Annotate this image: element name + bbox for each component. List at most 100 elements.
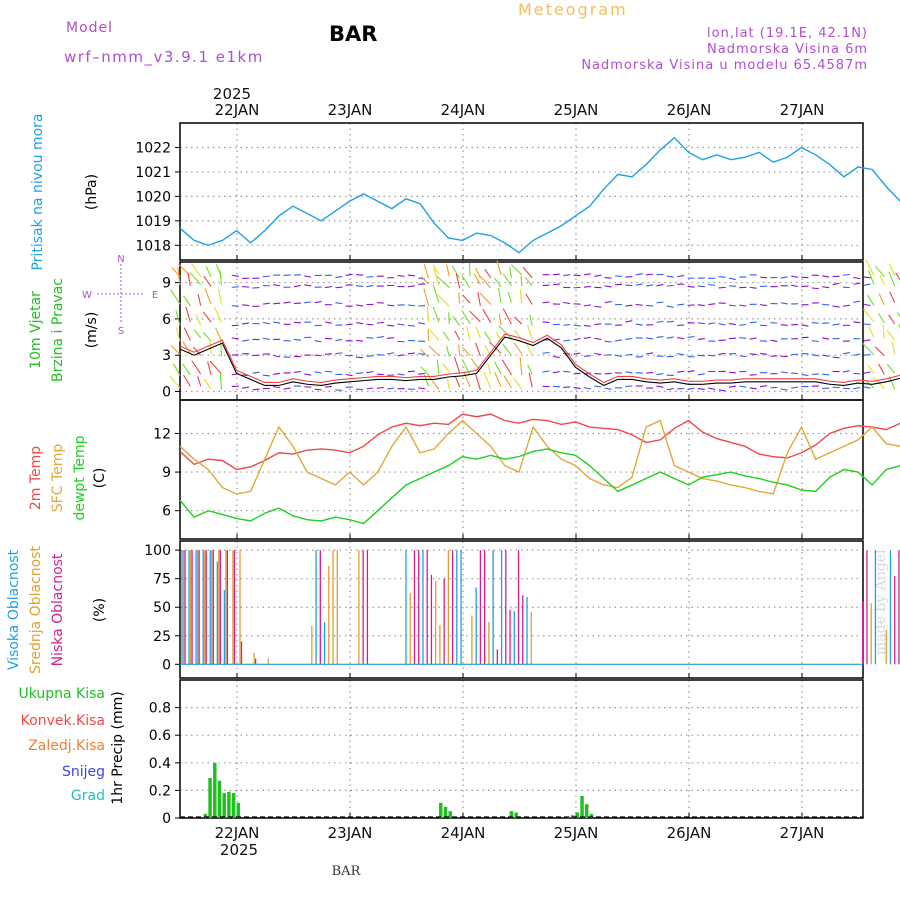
wind-arrow bbox=[889, 263, 896, 276]
wind-arrow bbox=[304, 301, 312, 304]
precip-legend-2: Zaledj.Kisa bbox=[28, 738, 105, 754]
precip-bar bbox=[213, 762, 217, 818]
wind-gust-line bbox=[179, 333, 900, 384]
wind-arrow bbox=[376, 321, 384, 324]
wind-arrow bbox=[822, 337, 830, 340]
wind-arrow bbox=[356, 388, 364, 391]
wind-arrow bbox=[594, 385, 602, 388]
wind-arrow bbox=[262, 321, 270, 325]
wind-arrow bbox=[625, 371, 633, 374]
wind-arrow bbox=[625, 304, 633, 307]
wind-arrow bbox=[455, 273, 461, 289]
wind-arrow bbox=[739, 304, 747, 307]
wind-arrow bbox=[443, 331, 450, 342]
wind-arrow bbox=[335, 286, 343, 289]
wind-arrow bbox=[739, 337, 747, 339]
precip-legend-3: Snijeg bbox=[62, 764, 105, 780]
wind-arrow bbox=[656, 336, 664, 339]
bottom-day-label: 23JAN bbox=[328, 824, 373, 842]
precip-bar bbox=[514, 812, 518, 818]
wind-arrow bbox=[387, 324, 395, 327]
precip-legend-0: Ukupna Kisa bbox=[18, 686, 105, 702]
wind-arrow bbox=[454, 376, 461, 387]
wind-arrow bbox=[494, 361, 502, 375]
wind-arrow bbox=[242, 322, 250, 325]
wind-arrow bbox=[687, 285, 695, 288]
wind-arrow bbox=[183, 295, 191, 307]
cloud-axis-label-2: Srednja Oblacnost bbox=[28, 546, 44, 674]
wind-arrow bbox=[242, 286, 250, 288]
temp-axis-label-3: dewpt Temp bbox=[72, 435, 88, 520]
wind-arrow bbox=[273, 302, 281, 305]
wind-arrow bbox=[461, 275, 471, 289]
precip-legend-4: Grad bbox=[71, 788, 105, 804]
wind-arrow bbox=[324, 285, 333, 289]
model-name: wrf–nmm_v3.9.1 e1km bbox=[64, 48, 264, 66]
wind-arrow bbox=[191, 360, 202, 375]
wind-arrow bbox=[583, 325, 591, 327]
wind-arrow bbox=[437, 294, 450, 307]
wind-arrow bbox=[594, 337, 602, 340]
wind-arrow bbox=[262, 337, 270, 340]
wind-arrow bbox=[878, 363, 885, 375]
y-tick-label: 1019 bbox=[135, 214, 171, 230]
wind-arrow bbox=[759, 304, 768, 307]
wind-arrow bbox=[728, 371, 737, 374]
bottom-day-label: 27JAN bbox=[780, 824, 825, 842]
wind-arrow bbox=[448, 312, 450, 325]
wind-arrow bbox=[563, 274, 571, 277]
y-tick-label: 1022 bbox=[135, 140, 171, 156]
wind-arrow bbox=[635, 323, 643, 326]
wind-arrow bbox=[487, 363, 492, 375]
wind-arrow bbox=[513, 378, 523, 390]
wind-arrow bbox=[418, 353, 426, 355]
wind-arrow bbox=[863, 276, 871, 279]
wind-arrow bbox=[760, 276, 768, 279]
wind-arrow bbox=[853, 353, 861, 356]
y-tick-label: 25 bbox=[153, 629, 171, 645]
wind-arrow bbox=[604, 285, 612, 288]
wind-arrow bbox=[708, 354, 716, 357]
wind-arrow bbox=[868, 326, 875, 338]
temp-unit-label: (C) bbox=[92, 468, 108, 489]
wind-arrow bbox=[594, 305, 602, 308]
wind-arrow bbox=[862, 308, 875, 323]
precip-bar bbox=[439, 802, 443, 818]
model-label: Model bbox=[66, 20, 114, 36]
wind-arrow bbox=[687, 387, 695, 390]
wind-arrow bbox=[875, 265, 885, 278]
wind-arrow bbox=[293, 321, 301, 324]
bottom-day-label: 24JAN bbox=[441, 824, 486, 842]
wind-arrow bbox=[718, 286, 726, 289]
wind-arrow bbox=[822, 354, 830, 357]
wind-arrow bbox=[387, 387, 395, 390]
precip-bar bbox=[575, 812, 580, 818]
wind-arrow bbox=[583, 304, 591, 307]
wind-arrow bbox=[231, 337, 239, 340]
wind-arrow bbox=[356, 322, 364, 325]
wind-arrow bbox=[853, 276, 861, 280]
wind-arrow bbox=[878, 293, 885, 306]
wind-arrow bbox=[366, 336, 374, 339]
wind-arrow bbox=[407, 324, 415, 327]
wind-arrow bbox=[528, 372, 533, 388]
wind-arrow bbox=[832, 323, 840, 326]
top-year-label: 2025 bbox=[213, 85, 251, 103]
wind-arrow bbox=[656, 385, 664, 388]
wind-arrow bbox=[356, 339, 364, 342]
wind-arrow bbox=[687, 370, 695, 373]
top-day-label: 23JAN bbox=[328, 101, 373, 119]
wind-arrow bbox=[356, 356, 364, 359]
wind-arrow bbox=[454, 330, 461, 341]
wind-arrow bbox=[273, 284, 281, 287]
wind-arrow bbox=[635, 283, 643, 286]
y-tick-label: 1020 bbox=[135, 189, 171, 205]
wind-arrow bbox=[484, 269, 492, 279]
wind-arrow bbox=[563, 324, 571, 326]
wind-arrow bbox=[231, 286, 239, 288]
wind-arrow bbox=[177, 267, 181, 286]
wind-arrow bbox=[811, 287, 819, 290]
wind-arrow bbox=[842, 387, 850, 390]
wind-arrow bbox=[452, 316, 461, 326]
wind-arrow bbox=[863, 339, 871, 342]
